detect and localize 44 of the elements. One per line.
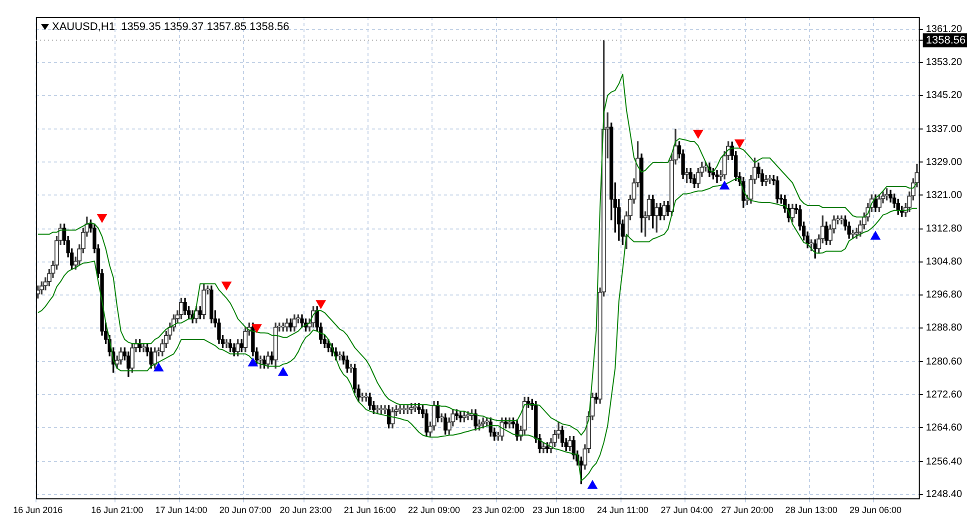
y-tick-label: 1312.80 [926, 224, 962, 235]
candlestick [382, 405, 388, 414]
candlestick [224, 339, 229, 348]
y-tick-label: 1321.00 [926, 190, 962, 201]
point [278, 367, 288, 376]
y-tick-label: 1361.20 [926, 24, 962, 36]
x-tick-label: 24 Jun 11:00 [596, 505, 648, 516]
point [97, 214, 107, 222]
y-tick-label: 1296.80 [926, 290, 962, 301]
y-tick-label: 1353.20 [926, 57, 962, 68]
point [693, 130, 703, 138]
x-tick-label: 27 Jun 04:00 [660, 505, 713, 516]
point [222, 282, 232, 290]
point [316, 300, 326, 309]
x-tick-label: 20 Jun 23:00 [280, 505, 332, 516]
x-tick-label: 23 Jun 02:00 [472, 505, 524, 516]
x-tick-label: 29 Jun 06:00 [849, 505, 902, 516]
y-tick-label: 1304.80 [926, 256, 962, 268]
x-tick-label: 16 Jun 21:00 [91, 505, 144, 516]
y-tick-label: 1345.20 [926, 90, 962, 102]
y-tick-label: 1288.80 [926, 322, 962, 334]
ref-line-label: 1358.56 [926, 34, 966, 46]
y-tick-label: 1248.40 [926, 489, 962, 500]
point [734, 139, 744, 148]
x-tick-label: 28 Jun 13:00 [785, 505, 838, 516]
point [588, 480, 598, 489]
x-tick-label: 27 Jun 20:00 [721, 505, 774, 516]
x-tick-label: 21 Jun 16:00 [344, 505, 396, 516]
candlestick [715, 170, 719, 184]
y-tick-label: 1264.60 [926, 422, 962, 434]
y-tick-label: 1337.00 [926, 124, 962, 135]
point [154, 362, 164, 372]
chart-title: XAUUSD,H1 1359.35 1359.37 1357.85 1358.56 [52, 21, 290, 34]
x-tick-label: 16 Jun 2016 [13, 505, 63, 516]
candlestick [258, 356, 263, 369]
y-tick-label: 1272.60 [926, 389, 962, 400]
y-tick-label: 1280.60 [926, 356, 962, 368]
x-tick-label: 23 Jun 18:00 [532, 505, 585, 516]
x-tick-label: 22 Jun 09:00 [408, 505, 460, 516]
x-tick-label: 17 Jun 14:00 [155, 505, 208, 516]
y-tick-label: 1329.00 [926, 156, 962, 168]
point [248, 358, 258, 366]
x-tick-label: 20 Jun 07:00 [219, 505, 272, 516]
y-tick-label: 1256.40 [926, 456, 962, 468]
